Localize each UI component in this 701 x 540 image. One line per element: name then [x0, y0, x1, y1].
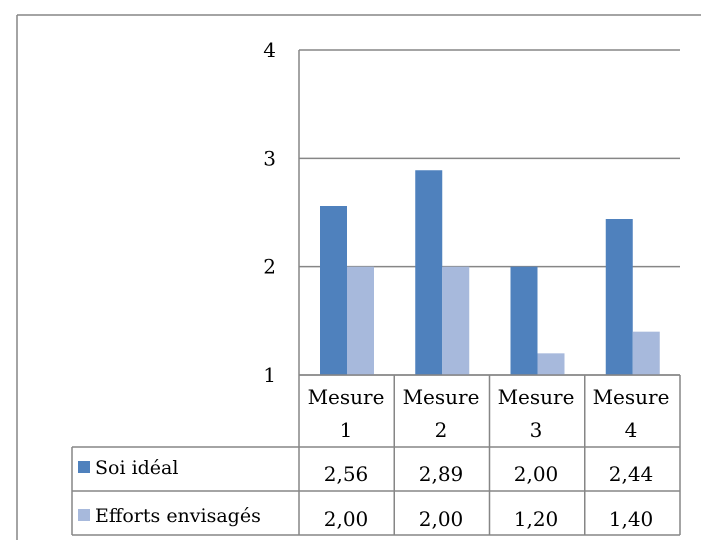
category-label-4-line-2: 4: [625, 418, 638, 442]
bar-soi-ideal-mesure-3: [510, 266, 538, 375]
legend-label-efforts-envisages: Efforts envisagés: [95, 505, 261, 527]
legend-key-soi-ideal: [78, 461, 90, 473]
cell-soi-ideal-mesure-3: 2,00: [514, 462, 559, 486]
bar-efforts-envisages-mesure-1: [347, 266, 374, 375]
cell-soi-ideal-mesure-2: 2,89: [419, 462, 464, 486]
table-grid-lines: [71, 374, 681, 536]
plot-area: [299, 49, 680, 376]
legend-label-soi-ideal: Soi idéal: [95, 457, 178, 479]
category-label-4-line-1: Mesure: [593, 385, 670, 409]
bar-efforts-envisages-mesure-2: [442, 266, 470, 375]
category-label-2-line-1: Mesure: [403, 385, 480, 409]
y-tick-label-1: 1: [263, 363, 276, 387]
cell-soi-ideal-mesure-1: 2,56: [324, 462, 369, 486]
cell-efforts-mesure-3: 1,20: [514, 507, 559, 531]
category-label-2-line-2: 2: [435, 418, 448, 442]
cell-soi-ideal-mesure-4: 2,44: [609, 462, 654, 486]
data-table: Mesure 1 Mesure 2 Mesure 3 Mesure 4 Soi …: [71, 374, 681, 536]
category-label-3-line-2: 3: [530, 418, 543, 442]
legend-key-efforts-envisages: [78, 509, 90, 521]
bar-soi-ideal-mesure-2: [415, 170, 443, 375]
bar-soi-ideal-mesure-1: [320, 206, 347, 375]
y-axis: 1 2 3 4: [263, 38, 300, 387]
bar-soi-ideal-mesure-4: [605, 219, 633, 375]
cell-efforts-mesure-4: 1,40: [609, 507, 654, 531]
category-label-1-line-2: 1: [340, 418, 353, 442]
category-label-1-line-1: Mesure: [308, 385, 385, 409]
bar-efforts-envisages-mesure-3: [537, 353, 565, 375]
bar-efforts-envisages-mesure-4: [632, 331, 660, 375]
cell-efforts-mesure-2: 2,00: [419, 507, 464, 531]
y-tick-label-4: 4: [263, 38, 276, 62]
cell-efforts-mesure-1: 2,00: [324, 507, 369, 531]
y-tick-label-2: 2: [263, 255, 276, 279]
y-tick-label-3: 3: [263, 146, 276, 170]
category-label-3-line-1: Mesure: [498, 385, 575, 409]
